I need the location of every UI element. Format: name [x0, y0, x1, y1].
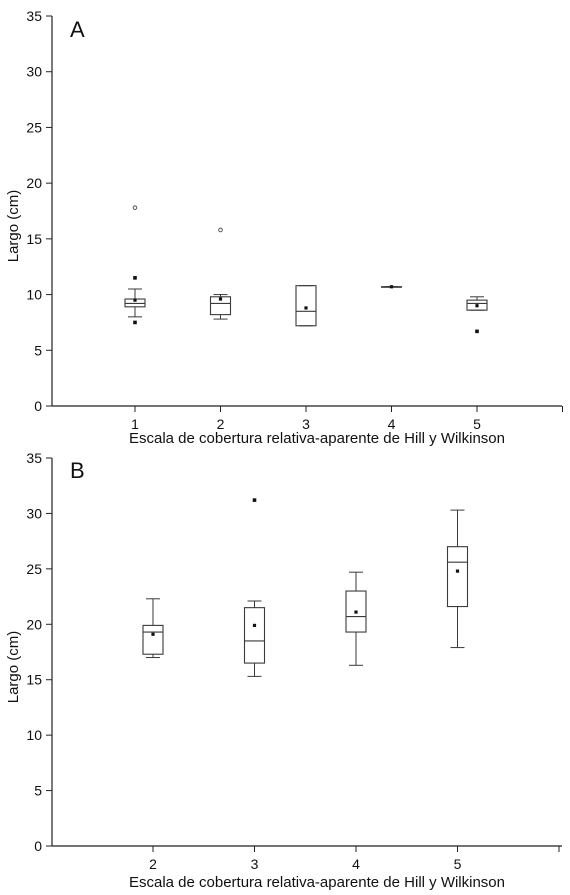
- y-tick-label: 10: [26, 287, 42, 303]
- mean-marker: [218, 297, 223, 301]
- y-axis-title: Largo (cm): [5, 190, 22, 263]
- outlier-point: [218, 227, 223, 233]
- y-tick-label: 35: [26, 450, 42, 466]
- box-iqr: [446, 546, 469, 608]
- y-tick-label: 5: [34, 783, 42, 799]
- x-tick-label: 4: [388, 416, 396, 432]
- y-tick-label: 10: [26, 727, 42, 743]
- box-iqr: [345, 590, 367, 633]
- y-tick-label: 20: [26, 616, 42, 632]
- x-axis-title: Escala de cobertura relativa-aparente de…: [129, 430, 505, 447]
- y-tick-label: 35: [26, 8, 42, 24]
- box-iqr: [295, 285, 317, 327]
- x-tick-label: 5: [473, 416, 481, 432]
- panel-label: A: [70, 17, 85, 42]
- panel-b: B 0 5 10 15 20 25 30 35 2 3 4 5 Escala de cobertura r…: [5, 450, 562, 891]
- extreme-point: [475, 329, 479, 334]
- box-iqr: [209, 296, 232, 316]
- box-2: [209, 227, 232, 320]
- box-4: [345, 571, 367, 666]
- box-1: [124, 205, 146, 325]
- mean-marker: [354, 610, 358, 614]
- x-tick-label: 3: [302, 416, 310, 432]
- y-axis-title: Largo (cm): [5, 631, 22, 704]
- box-3: [243, 498, 266, 677]
- extreme-point: [133, 320, 137, 325]
- box-iqr: [243, 607, 266, 664]
- panel-label: B: [70, 458, 85, 483]
- mean-marker: [475, 304, 479, 308]
- mean-marker: [455, 569, 460, 573]
- mean-marker: [304, 306, 308, 310]
- x-tick-label: 3: [251, 856, 259, 872]
- box-5: [446, 509, 469, 649]
- y-tick-label: 20: [26, 175, 42, 191]
- y-tick-label: 30: [26, 64, 42, 80]
- extreme-point: [252, 498, 257, 502]
- x-axis-title: Escala de cobertura relativa-aparente de…: [129, 874, 505, 891]
- box-3: [295, 285, 317, 327]
- y-tick-label: 0: [34, 398, 42, 414]
- x-tick-label: 2: [149, 856, 157, 872]
- box-5: [466, 296, 488, 334]
- x-tick-label: 5: [454, 856, 462, 872]
- x-tick-label: 1: [131, 416, 139, 432]
- y-tick-label: 25: [26, 119, 42, 135]
- mean-marker: [133, 298, 137, 302]
- x-tick-label: 4: [352, 856, 360, 872]
- y-tick-label: 30: [26, 505, 42, 521]
- box-iqr: [466, 299, 488, 311]
- y-tick-label: 5: [34, 342, 42, 358]
- y-tick-label: 25: [26, 561, 42, 577]
- y-tick-label: 0: [34, 838, 42, 854]
- box-4: [380, 285, 403, 289]
- box-iqr: [142, 624, 164, 655]
- x-tick-label: 2: [217, 416, 225, 432]
- outlier-point: [132, 205, 138, 210]
- y-tick-label: 15: [26, 231, 42, 247]
- mean-marker: [252, 623, 257, 627]
- mean-marker: [389, 285, 394, 289]
- extreme-point: [133, 276, 137, 280]
- y-tick-label: 15: [26, 672, 42, 688]
- mean-marker: [151, 632, 155, 636]
- box-2: [142, 598, 164, 659]
